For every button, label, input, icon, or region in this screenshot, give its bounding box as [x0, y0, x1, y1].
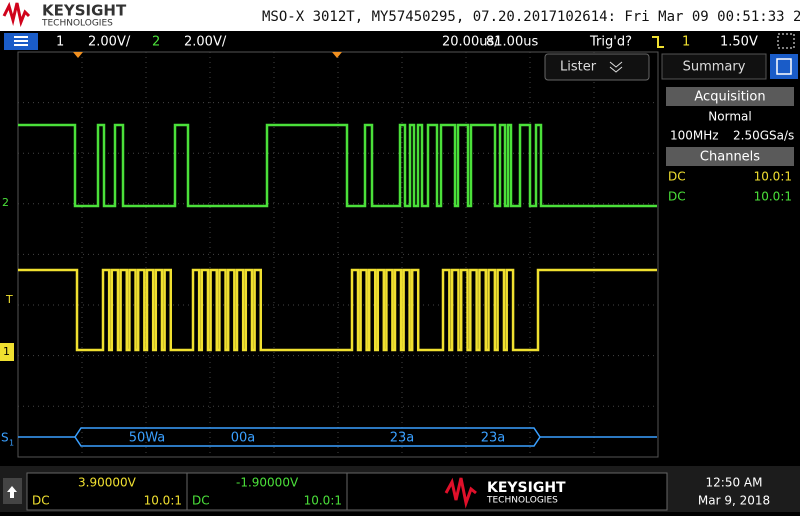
footer-logo-wave [444, 477, 477, 509]
trigger-level[interactable]: 1.50V [720, 35, 758, 50]
serial-marker: S [1, 431, 9, 445]
arrow-up [7, 486, 17, 498]
channels-header [666, 147, 794, 166]
ch2-coupling: DC [668, 190, 686, 204]
footer-brand: KEYSIGHT [487, 480, 566, 496]
ch1-label[interactable]: 1 [56, 35, 64, 50]
bandwidth: 100MHz [670, 129, 719, 143]
ch2-marker: 2 [2, 196, 9, 209]
waveforms [18, 123, 657, 352]
ch1-coupling: DC [668, 170, 686, 184]
summary-tab[interactable] [661, 53, 767, 80]
ch2-probe: 10.0:1 [754, 190, 792, 204]
ch2-label[interactable]: 2 [152, 35, 160, 50]
ch2-offset[interactable]: -1.90000V [236, 476, 299, 490]
decode-value: 23a [390, 431, 415, 446]
trigger-icon [652, 36, 664, 48]
lister-button[interactable] [544, 53, 650, 81]
ch2-probe-footer[interactable]: 10.0:1 [304, 494, 342, 508]
ch1-trace [18, 268, 657, 352]
header-bar [0, 0, 800, 31]
ch1-marker: 1 [3, 345, 10, 358]
zoom-icon[interactable] [777, 33, 795, 49]
acquisition-mode: Normal [708, 110, 751, 124]
channels-title: Channels [700, 150, 760, 165]
acquisition-header [666, 87, 794, 106]
serial-marker-sub: 1 [9, 439, 14, 448]
ch2-coupling-footer[interactable]: DC [192, 494, 210, 508]
logo-wave [2, 1, 31, 28]
panel-icon-glyph [776, 58, 792, 75]
ch1-probe-footer[interactable]: 10.0:1 [144, 494, 182, 508]
decode-value: 23a [481, 431, 506, 446]
decode-value: 50Wa [129, 431, 166, 446]
ch2-trace [18, 123, 657, 208]
chevron [609, 61, 623, 73]
trigger-marker: T [5, 293, 13, 306]
trigger-source[interactable]: 1 [682, 35, 690, 50]
panel-icon[interactable] [770, 54, 798, 79]
instrument-info: MSO-X 3012T, MY57450295, 07.20.201710261… [262, 9, 800, 25]
trigger-status: Trig'd? [589, 35, 632, 50]
ch2-scale[interactable]: 2.00V/ [184, 35, 227, 50]
delay[interactable]: 81.00us [486, 35, 538, 50]
ch1-coupling-footer[interactable]: DC [32, 494, 50, 508]
brand-sub: TECHNOLOGIES [41, 19, 113, 29]
decode-value: 00a [231, 431, 256, 446]
clock-time: 12:50 AM [706, 476, 763, 490]
ch1-marker-box [0, 343, 14, 361]
clock-date: Mar 9, 2018 [698, 494, 770, 508]
ch1-offset[interactable]: 3.90000V [78, 476, 137, 490]
sample-rate: 2.50GSa/s [733, 129, 794, 143]
menu-icon [14, 36, 28, 46]
brand: KEYSIGHT [42, 2, 127, 20]
serial-packet [74, 427, 541, 447]
timebase[interactable]: 20.00us/ [442, 35, 499, 50]
ch1-probe: 10.0:1 [754, 170, 792, 184]
footer-brand-sub: TECHNOLOGIES [486, 496, 558, 506]
lister-label[interactable]: Lister [560, 60, 597, 75]
ch1-scale[interactable]: 2.00V/ [88, 35, 131, 50]
summary-label[interactable]: Summary [683, 60, 746, 75]
grid [18, 52, 658, 457]
acquisition-title: Acquisition [694, 90, 765, 105]
